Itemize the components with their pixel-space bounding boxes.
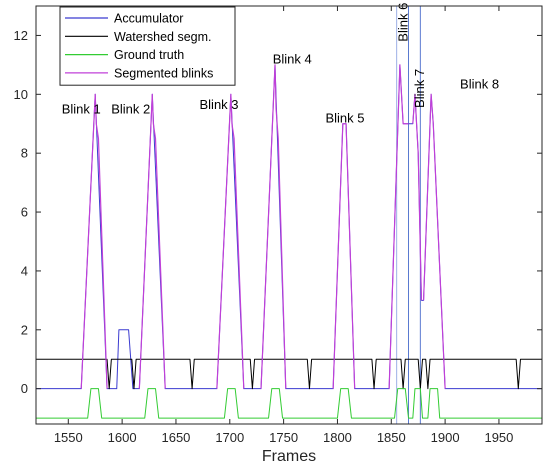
axes-box (35, 5, 543, 425)
vertical-marker-lines (396, 6, 421, 424)
x-tick-label: 1950 (484, 430, 513, 445)
segmented-blinks-series-segment-2 (138, 93, 166, 389)
y-tick-label: 0 (21, 381, 28, 396)
blink-annotations: Blink 1 Blink 2 Blink 3 Blink 4 Blink 5 Blink… (62, 3, 499, 126)
segmented-blinks-series-segment-3 (216, 93, 245, 389)
x-axis-ticks: 1550 1600 1650 1700 1750 1800 1850 1900 1950 (54, 6, 513, 445)
segmented-blinks-series-segment-4 (260, 64, 287, 389)
y-tick-label: 8 (21, 146, 28, 161)
series-layer (36, 64, 542, 419)
annotation-blink-1: Blink 1 (62, 101, 101, 116)
x-axis-title: Frames (262, 448, 316, 465)
legend-label-accumulator: Accumulator (114, 12, 183, 26)
y-tick-label: 12 (14, 28, 28, 43)
y-tick-label: 4 (21, 263, 28, 278)
segmented-blinks-series-segment-7 (412, 93, 423, 301)
annotation-blink-2: Blink 2 (111, 101, 150, 116)
x-tick-label: 1550 (54, 430, 83, 445)
segmented-blinks-series-segment-8 (422, 93, 446, 389)
x-tick-label: 1600 (108, 430, 137, 445)
legend-box (59, 6, 236, 86)
segmented-blinks-series-segment-1 (80, 93, 108, 389)
y-tick-label: 2 (21, 322, 28, 337)
x-tick-label: 1750 (269, 430, 298, 445)
y-tick-label: 6 (21, 205, 28, 220)
legend-label-ground-truth: Ground truth (114, 48, 184, 62)
x-tick-label: 1700 (215, 430, 244, 445)
legend: Accumulator Watershed segm. Ground truth Se… (59, 6, 236, 86)
annotation-blink-7: Blink 7 (412, 69, 427, 108)
y-tick-label: 10 (14, 87, 28, 102)
legend-label-watershed-segm: Watershed segm. (114, 30, 212, 44)
annotation-blink-3: Blink 3 (200, 97, 239, 112)
watershed-segm-series (36, 358, 542, 390)
annotation-blink-4: Blink 4 (273, 51, 312, 66)
x-tick-label: 1900 (431, 430, 460, 445)
y-axis-ticks: 0 2 4 6 8 10 12 (14, 28, 542, 396)
annotation-blink-5: Blink 5 (325, 110, 364, 125)
x-tick-label: 1650 (161, 430, 190, 445)
segmented-blinks-series-segment-5 (332, 123, 356, 389)
x-tick-label: 1850 (377, 430, 406, 445)
legend-label-segmented-blinks: Segmented blinks (114, 66, 213, 80)
annotation-blink-6: Blink 6 (396, 3, 411, 42)
annotation-blink-8: Blink 8 (460, 76, 499, 91)
segmented-blinks-series-segment-6 (388, 64, 409, 389)
ground-truth-series (36, 388, 542, 419)
x-tick-label: 1800 (323, 430, 352, 445)
